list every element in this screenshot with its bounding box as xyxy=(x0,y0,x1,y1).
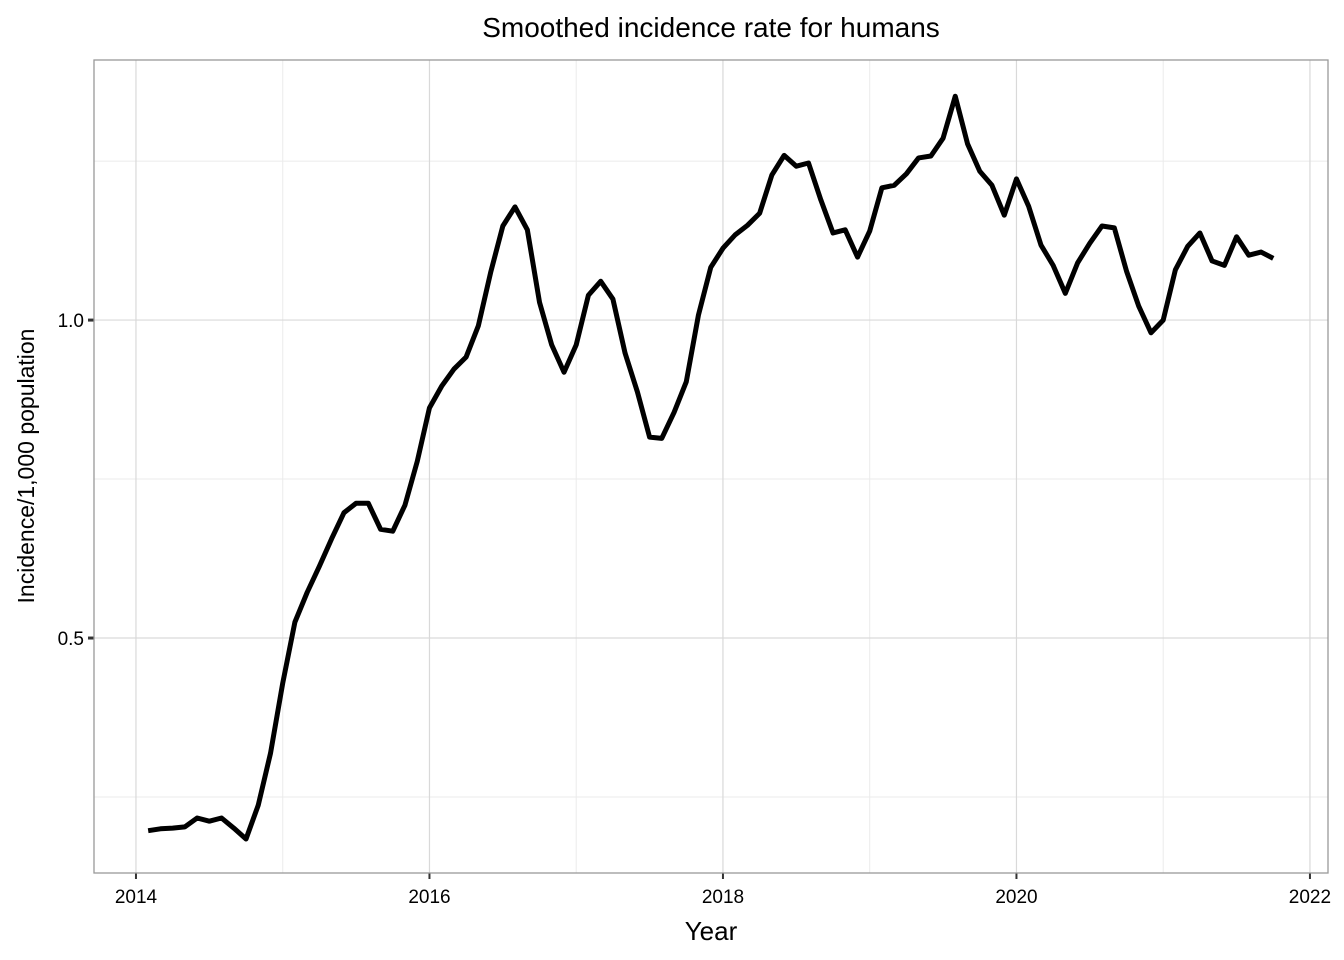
y-tick-label: 1.0 xyxy=(58,311,84,332)
chart-title: Smoothed incidence rate for humans xyxy=(482,12,940,43)
x-tick-label: 2022 xyxy=(1289,887,1331,908)
plot-border xyxy=(93,59,1329,874)
data-line xyxy=(147,93,1275,842)
y-axis-label: Incidence/1,000 population xyxy=(13,329,39,604)
y-tick-label: 0.5 xyxy=(58,629,84,650)
x-tick-label: 2016 xyxy=(408,887,450,908)
x-axis-label: Year xyxy=(685,916,738,946)
x-tick-label: 2020 xyxy=(995,887,1037,908)
x-tick-label: 2014 xyxy=(115,887,158,908)
x-tick-label: 2018 xyxy=(702,887,744,908)
